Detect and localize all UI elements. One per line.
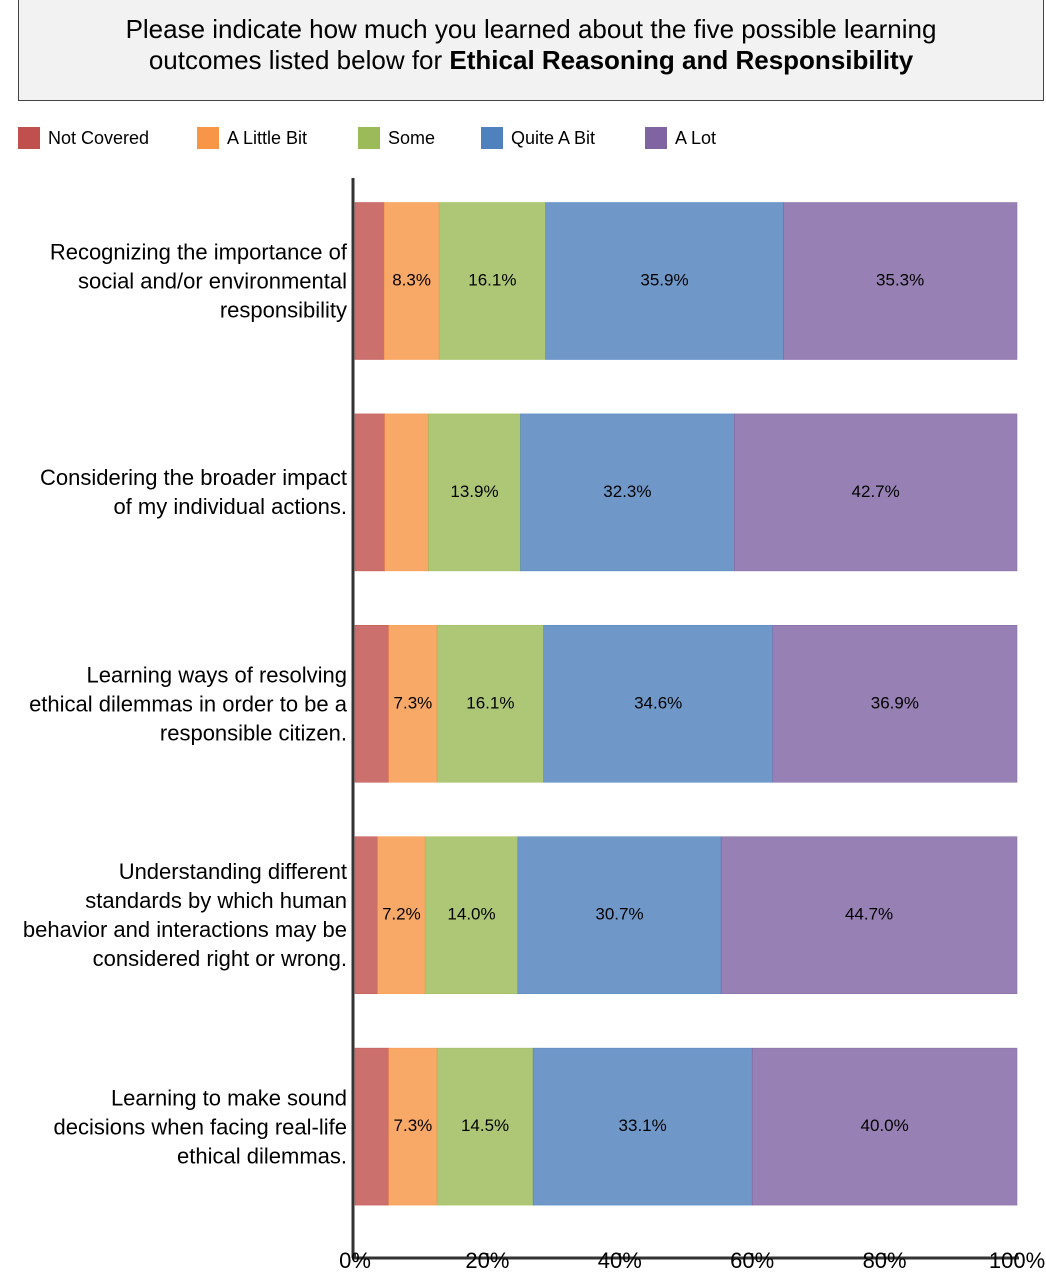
bar-segment (354, 413, 386, 572)
title-emphasis: Ethical Reasoning and Responsibility (449, 45, 914, 75)
data-label: 33.1% (619, 1116, 667, 1135)
x-tick-label: 100% (989, 1248, 1045, 1273)
x-tick-label: 60% (730, 1248, 774, 1273)
category-label: Learning ways of resolving ethical dilem… (29, 662, 347, 746)
x-tick-label: 20% (465, 1248, 509, 1273)
data-label: 14.0% (447, 905, 495, 924)
bar-segment (354, 202, 385, 360)
legend-label: A Little Bit (227, 128, 307, 148)
bar-segment (384, 413, 429, 572)
bar-segment (438, 202, 546, 360)
x-tick-label: 0% (339, 1248, 371, 1273)
data-label: 13.9% (450, 482, 498, 501)
data-label: 42.7% (852, 482, 900, 501)
title-line: outcomes listed below for (148, 45, 443, 75)
x-tick-label: 40% (598, 1248, 642, 1273)
legend-label: Quite A Bit (511, 128, 595, 148)
legend-label: Some (388, 128, 435, 148)
data-label: 34.6% (634, 693, 682, 712)
data-label: 16.1% (466, 693, 514, 712)
x-tick-label: 80% (863, 1248, 907, 1273)
bar-segment (520, 413, 735, 572)
data-label: 36.9% (871, 693, 919, 712)
title-line: Please indicate how much you learned abo… (125, 14, 937, 44)
data-label: 14.5% (461, 1116, 509, 1135)
legend-swatch (197, 127, 219, 149)
data-label: 40.0% (860, 1116, 908, 1135)
category-label: Considering the broader impact of my ind… (40, 465, 347, 520)
legend-label: A Lot (675, 128, 716, 148)
category-label: Understanding different standards by whi… (22, 859, 347, 972)
legend-swatch (358, 127, 380, 149)
legend-swatch (481, 127, 503, 149)
bar-segment (545, 202, 784, 360)
chart-title: Please indicate how much you learned abo… (18, 0, 1044, 101)
bar-segment (424, 836, 519, 994)
bar-segment (436, 1047, 534, 1206)
bar-segment (751, 1047, 1018, 1206)
bar-segment (720, 836, 1018, 994)
data-label: 16.1% (468, 270, 516, 289)
bar-segment (543, 625, 773, 783)
legend-swatch (18, 127, 40, 149)
data-label: 7.3% (394, 693, 433, 712)
bar-segment (436, 625, 544, 783)
data-label: 44.7% (845, 905, 893, 924)
category-label: Recognizing the importance of social and… (49, 239, 347, 323)
data-label: 35.9% (640, 270, 688, 289)
bar-segment (517, 836, 722, 994)
legend-label: Not Covered (48, 128, 149, 148)
bar-segment (383, 202, 440, 360)
data-label: 7.3% (394, 1116, 433, 1135)
data-label: 30.7% (595, 905, 643, 924)
bar-segment (354, 625, 390, 783)
bar-segment (734, 413, 1018, 572)
bar-segment (388, 625, 438, 783)
bar-segment (532, 1047, 753, 1206)
category-label: Learning to make sound decisions when fa… (53, 1085, 348, 1169)
bar-segment (354, 1047, 390, 1206)
data-label: 35.3% (876, 270, 924, 289)
bar-segment (772, 625, 1018, 783)
legend-swatch (645, 127, 667, 149)
data-label: 32.3% (603, 482, 651, 501)
data-label: 8.3% (392, 270, 431, 289)
data-label: 7.2% (382, 905, 421, 924)
bar-segment (783, 202, 1018, 360)
bar-segment (354, 836, 378, 994)
